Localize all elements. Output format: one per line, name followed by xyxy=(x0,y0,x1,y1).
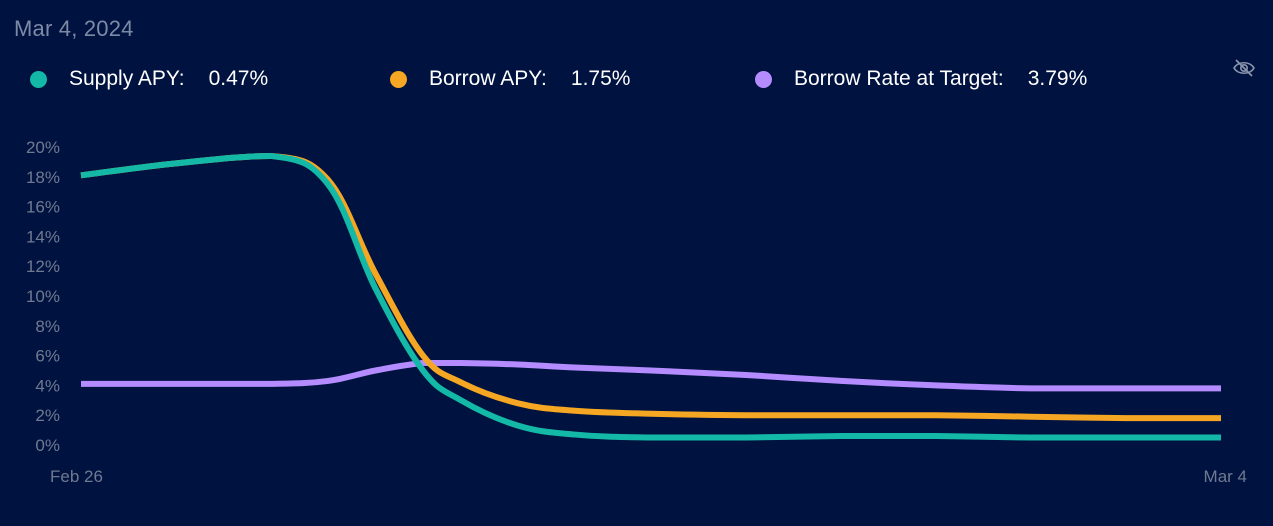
y-tick-label: 0% xyxy=(35,436,60,455)
x-axis: Feb 26 Mar 4 xyxy=(50,467,1247,486)
supply-apy-dot-icon xyxy=(30,70,47,88)
y-axis: 0% 2% 4% 6% 8% 10% 12% 14% 16% 18% 20% xyxy=(26,138,60,455)
legend-label: Borrow Rate at Target: xyxy=(794,67,1004,90)
y-tick-label: 6% xyxy=(35,347,60,366)
legend-item-borrow-apy[interactable]: Borrow APY: 1.75% xyxy=(390,64,630,94)
series-line-supply-apy[interactable] xyxy=(80,152,1221,441)
legend-label: Borrow APY: xyxy=(429,67,547,90)
borrow-apy-dot-icon xyxy=(390,70,407,88)
y-tick-label: 16% xyxy=(26,198,60,217)
x-tick-label: Feb 26 xyxy=(50,467,103,486)
x-tick-label: Mar 4 xyxy=(1204,467,1247,486)
legend-value: 0.47% xyxy=(208,67,269,90)
y-tick-label: 14% xyxy=(26,227,60,246)
series-line-borrow-apy[interactable] xyxy=(80,152,1221,422)
y-tick-label: 2% xyxy=(35,406,60,425)
series-line-borrow-rate-at-target[interactable] xyxy=(80,360,1221,392)
series-layer xyxy=(80,152,1221,441)
legend: Supply APY: 0.47% Borrow APY: 1.75% Borr… xyxy=(0,64,1273,94)
y-tick-label: 4% xyxy=(35,376,60,395)
legend-item-supply-apy[interactable]: Supply APY: 0.47% xyxy=(30,64,268,94)
eye-slash-icon[interactable] xyxy=(1232,57,1256,79)
y-tick-label: 8% xyxy=(35,317,60,336)
legend-value: 3.79% xyxy=(1027,67,1088,90)
legend-label: Supply APY: xyxy=(69,67,185,90)
legend-item-borrow-rate-at-target[interactable]: Borrow Rate at Target: 3.79% xyxy=(755,64,1087,94)
selected-date: Mar 4, 2024 xyxy=(14,16,134,41)
borrow-rate-dot-icon xyxy=(755,70,772,88)
y-tick-label: 12% xyxy=(26,257,60,276)
y-tick-label: 18% xyxy=(26,168,60,187)
legend-value: 1.75% xyxy=(570,67,631,90)
y-tick-label: 20% xyxy=(26,138,60,157)
y-tick-label: 10% xyxy=(26,287,60,306)
